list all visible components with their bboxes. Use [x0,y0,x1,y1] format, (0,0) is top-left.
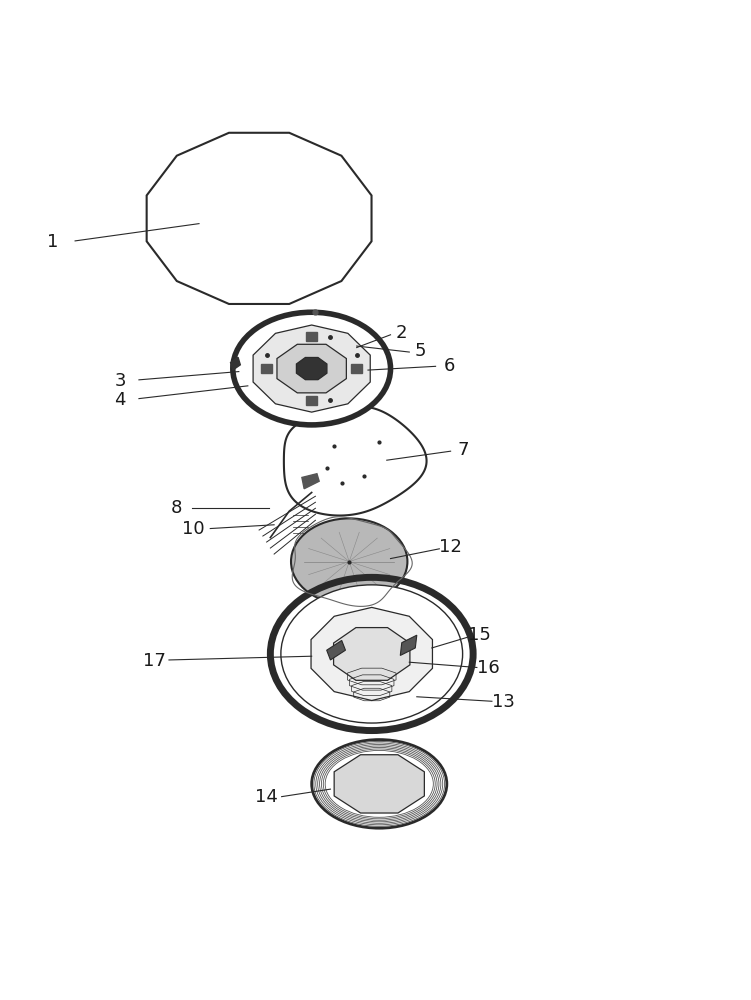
Bar [351,364,362,373]
Polygon shape [334,755,424,813]
Text: 15: 15 [468,626,490,644]
Polygon shape [400,635,417,655]
Text: 16: 16 [477,659,499,677]
Polygon shape [231,357,240,370]
Ellipse shape [233,312,391,425]
Text: 2: 2 [396,324,408,342]
Polygon shape [277,344,346,393]
Text: 8: 8 [170,499,182,517]
Polygon shape [311,607,433,701]
Text: 4: 4 [114,391,126,409]
Ellipse shape [281,585,463,723]
Polygon shape [333,628,410,680]
Text: 6: 6 [443,357,455,375]
Text: 17: 17 [143,652,165,670]
Bar [306,332,317,341]
Text: 7: 7 [457,441,469,459]
Ellipse shape [291,518,408,605]
Text: 1: 1 [47,233,59,251]
Polygon shape [253,325,370,412]
Polygon shape [284,406,427,516]
Text: 14: 14 [255,788,278,806]
Text: 3: 3 [114,372,126,390]
Ellipse shape [312,740,447,828]
Text: 12: 12 [439,538,462,556]
Polygon shape [297,357,327,380]
Text: 10: 10 [182,520,205,538]
Bar [306,396,317,405]
Polygon shape [327,640,345,660]
Bar [261,364,272,373]
Text: 13: 13 [492,693,514,711]
Polygon shape [302,474,319,489]
Text: 5: 5 [415,342,427,360]
